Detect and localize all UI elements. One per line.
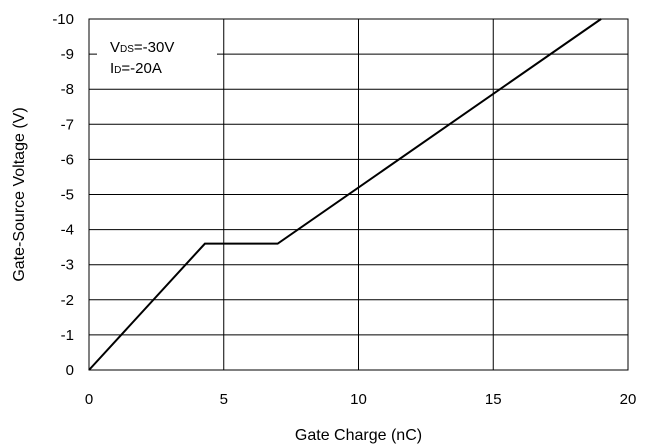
annotation-background [97, 26, 217, 81]
series-group [88, 18, 602, 371]
y-tick-label: -7 [61, 116, 74, 133]
annotation-text: ID=-20A [110, 60, 162, 77]
x-tick-label: 0 [85, 391, 93, 408]
y-tick-label: 0 [66, 362, 74, 379]
y-tick-label: -2 [61, 292, 74, 309]
annotation-box: VDS=-30V ID=-20A [97, 26, 217, 81]
y-tick-label: -6 [61, 151, 74, 168]
x-axis-ticks: 0 5 10 15 20 [85, 391, 637, 408]
y-axis-title: Gate-Source Voltage (V) [11, 107, 28, 281]
y-tick-label: -10 [52, 11, 74, 28]
y-tick-label: -3 [61, 257, 74, 274]
x-tick-label: 15 [485, 391, 502, 408]
plot-frame [88, 18, 629, 371]
y-tick-label: -1 [61, 327, 74, 344]
x-tick-label: 20 [620, 391, 637, 408]
series-line [88, 18, 602, 371]
y-axis-ticks: 0 -1 -2 -3 -4 -5 -6 -7 -8 -9 -10 [52, 11, 74, 379]
y-tick-label: -9 [61, 46, 74, 63]
x-axis-title: Gate Charge (nC) [295, 427, 422, 444]
x-tick-label: 10 [350, 391, 367, 408]
y-tick-label: -5 [61, 187, 74, 204]
x-tick-label: 5 [220, 391, 228, 408]
y-tick-label: -8 [61, 81, 74, 98]
annotation-text: VDS=-30V [110, 39, 174, 56]
y-tick-label: -4 [61, 222, 74, 239]
